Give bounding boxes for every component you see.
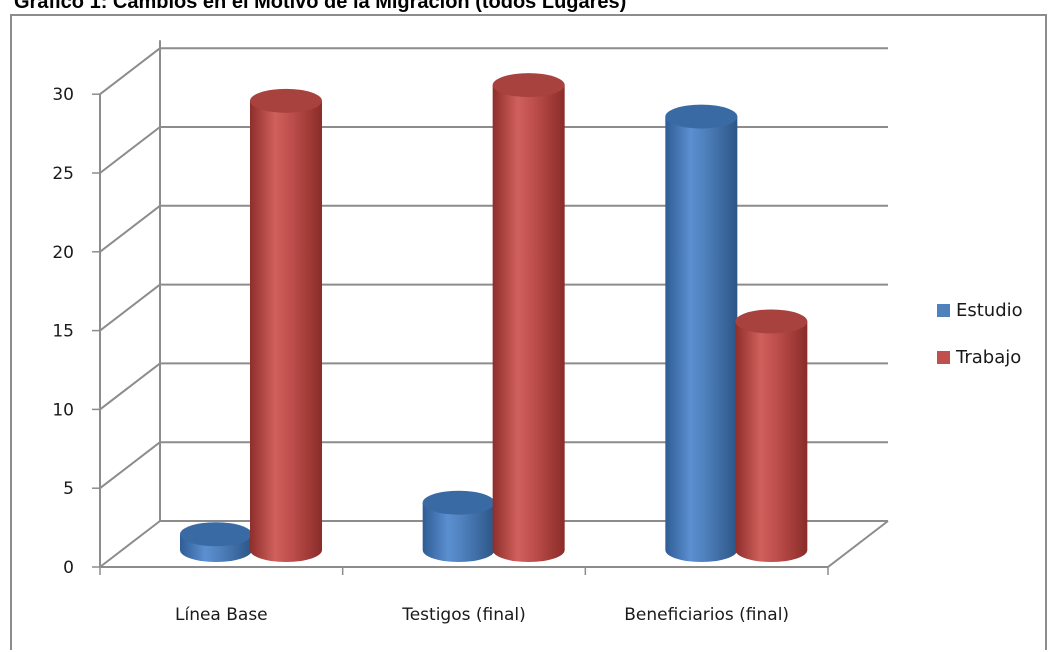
bar-trabajo — [735, 309, 808, 562]
legend: Estudio Trabajo — [937, 300, 1023, 368]
x-category-label: Testigos (final) — [401, 605, 526, 625]
bar-trabajo — [492, 73, 565, 562]
bar-top — [492, 73, 565, 98]
bar-top — [665, 104, 738, 129]
bar-top — [422, 490, 495, 515]
bar-top — [735, 309, 808, 334]
gridline-side — [99, 283, 161, 332]
x-category-label: Línea Base — [175, 605, 268, 625]
legend-label: Estudio — [956, 300, 1023, 321]
legend-swatch — [937, 304, 950, 317]
bar-body — [735, 321, 808, 562]
chart-area-border — [10, 14, 1047, 650]
x-category-label: Beneficiarios (final) — [624, 605, 789, 625]
bar-estudio — [180, 522, 252, 562]
gridline-side — [99, 205, 161, 253]
bar-body — [250, 100, 322, 562]
bar-body — [422, 502, 495, 562]
gridline-side — [99, 126, 161, 174]
bar-top — [250, 88, 322, 113]
y-tick-label: 10 — [52, 400, 74, 420]
chart-title: Gráfico 1: Cambios en el Motivo de la Mi… — [14, 0, 627, 13]
bars-layer — [180, 73, 808, 562]
legend-label: Trabajo — [955, 347, 1021, 368]
y-tick-label: 25 — [52, 164, 74, 184]
gridline-side — [99, 520, 161, 568]
axis-layer: 0 5 10 15 20 25 30 Línea Base Testigos (final) Be… — [52, 40, 889, 625]
y-tick-label: 30 — [52, 85, 74, 105]
y-tick-label: 5 — [63, 479, 74, 499]
gridline-side — [99, 441, 161, 489]
bar-trabajo — [250, 88, 322, 562]
gridline-side — [99, 362, 161, 411]
y-tick-label: 20 — [52, 243, 74, 263]
bar-top — [180, 522, 252, 547]
bar-body — [665, 116, 738, 562]
bar-estudio — [665, 104, 738, 562]
legend-swatch — [937, 351, 950, 364]
y-tick-label: 0 — [63, 558, 74, 578]
gridline-side — [99, 47, 161, 95]
bar-body — [492, 85, 565, 562]
bar-estudio — [422, 490, 495, 562]
y-tick-label: 15 — [52, 322, 74, 342]
